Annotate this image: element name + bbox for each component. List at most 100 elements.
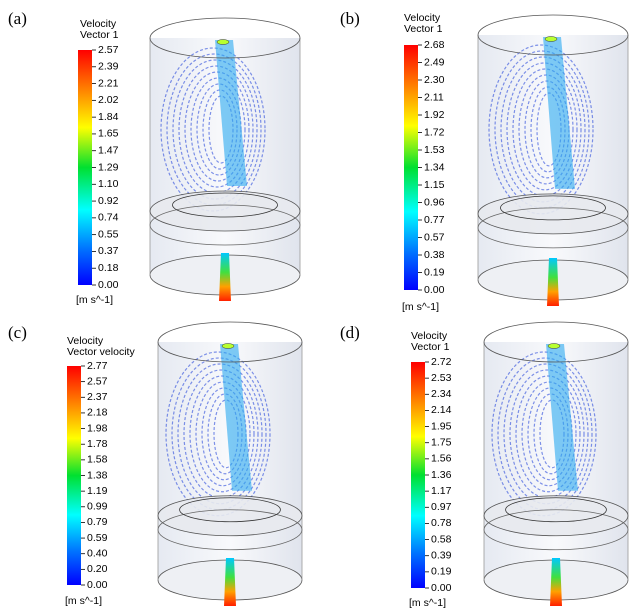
colorbar-tick-label: 1.53 — [424, 144, 445, 156]
colorbar-tick-label: 1.72 — [424, 126, 445, 138]
legend-subtitle: Vector 1 — [80, 29, 119, 41]
flow-streamline — [184, 71, 250, 188]
flow-streamline — [172, 59, 258, 200]
colorbar-tick-label: 1.58 — [87, 454, 108, 466]
colorbar-tick-label: 1.10 — [98, 178, 119, 190]
colorbar-tick-label: 0.20 — [87, 563, 108, 575]
jet-stream — [543, 37, 575, 189]
colorbar-tick-label: 0.58 — [431, 533, 452, 545]
colorbar-tick-label: 1.98 — [87, 422, 108, 434]
colorbar-tick-label: 0.38 — [424, 249, 445, 261]
panel-label: (d) — [340, 323, 360, 342]
colorbar-tick-label: 0.96 — [424, 196, 445, 208]
colorbar-tick-label: 1.56 — [431, 453, 452, 465]
legend-title: Velocity — [80, 18, 117, 30]
colorbar-tick-label: 0.92 — [98, 195, 119, 207]
flow-streamline — [503, 363, 589, 505]
inlet — [544, 36, 558, 42]
colorbar-tick-label: 0.18 — [98, 262, 119, 274]
colorbar-tick-label: 1.15 — [424, 179, 445, 191]
panel-label: (a) — [8, 9, 27, 28]
colorbar-tick-label: 1.17 — [431, 485, 452, 497]
cylinder-top — [157, 321, 303, 363]
inlet — [216, 39, 230, 45]
panel-label: (c) — [8, 323, 27, 342]
colorbar-tick-label: 0.79 — [87, 516, 108, 528]
disk — [172, 192, 278, 218]
flow-streamline — [488, 44, 594, 215]
colorbar-tick-label: 2.53 — [431, 372, 452, 384]
colorbar-tick-label: 0.37 — [98, 245, 119, 257]
colorbar — [78, 50, 92, 285]
legend-title: Velocity — [411, 330, 448, 342]
simulation-image — [149, 17, 301, 301]
colorbar-tick-label: 0.59 — [87, 532, 108, 544]
disk — [483, 495, 629, 537]
legend-unit: [m s^-1] — [409, 597, 446, 609]
colorbar-tick-label: 0.19 — [424, 266, 445, 278]
legend-subtitle: Vector 1 — [404, 23, 443, 35]
colorbar-tick-label: 0.74 — [98, 212, 119, 224]
colorbar-tick-label: 2.14 — [431, 404, 452, 416]
flow-streamline — [518, 74, 574, 185]
colorbar-tick-label: 0.40 — [87, 547, 108, 559]
colorbar-tick-label: 2.77 — [87, 360, 108, 372]
jet-stream — [220, 344, 252, 491]
colorbar-tick-label: 2.57 — [98, 44, 119, 56]
flow-streamline — [190, 77, 246, 182]
legend-subtitle: Vector velocity — [67, 346, 135, 358]
outlet-jet — [219, 253, 231, 301]
colorbar-tick-label: 0.77 — [424, 214, 445, 226]
colorbar-tick-label: 2.72 — [431, 356, 452, 368]
disk — [157, 495, 303, 537]
legend-title: Velocity — [67, 335, 104, 347]
colorbar-tick-label: 2.68 — [424, 39, 445, 51]
colorbar-tick-label: 0.57 — [424, 231, 445, 243]
colorbar — [67, 366, 81, 585]
legend-unit: [m s^-1] — [76, 294, 113, 306]
colorbar — [404, 45, 418, 290]
inlet — [221, 343, 235, 349]
colorbar-tick-label: 0.00 — [424, 284, 445, 296]
colorbar-tick-label: 0.99 — [87, 501, 108, 513]
disk — [500, 195, 606, 221]
colorbar-tick-label: 2.49 — [424, 56, 445, 68]
colorbar-tick-label: 2.30 — [424, 74, 445, 86]
colorbar-tick-label: 2.11 — [424, 91, 444, 103]
simulation-image — [157, 321, 303, 606]
colorbar-tick-label: 2.39 — [98, 61, 119, 73]
disk — [477, 193, 629, 235]
colorbar-tick-label: 0.00 — [98, 279, 119, 291]
colorbar-tick-label: 0.39 — [431, 549, 452, 561]
colorbar-tick-label: 1.84 — [98, 111, 119, 123]
flow-streamline — [195, 381, 251, 487]
colorbar-tick-label: 1.95 — [431, 420, 452, 432]
colorbar-tick-label: 2.34 — [431, 388, 452, 400]
disk — [179, 497, 281, 523]
jet-stream — [546, 344, 578, 491]
colorbar-tick-label: 2.57 — [87, 375, 108, 387]
flow-streamline — [494, 50, 590, 209]
flow-streamline — [515, 375, 581, 493]
legend-subtitle: Vector 1 — [411, 341, 450, 353]
outlet-jet — [547, 258, 559, 306]
colorbar-tick-label: 1.29 — [98, 161, 119, 173]
colorbar-tick-label: 1.47 — [98, 144, 119, 156]
colorbar-tick-label: 2.21 — [98, 77, 119, 89]
outlet-jet — [550, 558, 562, 606]
colorbar-tick-label: 1.65 — [98, 128, 119, 140]
disk — [149, 204, 301, 246]
colorbar-tick-label: 0.55 — [98, 228, 119, 240]
panel-label: (b) — [340, 9, 360, 28]
disk — [477, 207, 629, 249]
simulation-image — [483, 321, 629, 606]
disk — [149, 190, 301, 232]
colorbar-tick-label: 1.36 — [431, 469, 452, 481]
colorbar-tick-label: 2.37 — [87, 391, 108, 403]
disk — [157, 509, 303, 551]
colorbar-tick-label: 1.75 — [431, 436, 452, 448]
